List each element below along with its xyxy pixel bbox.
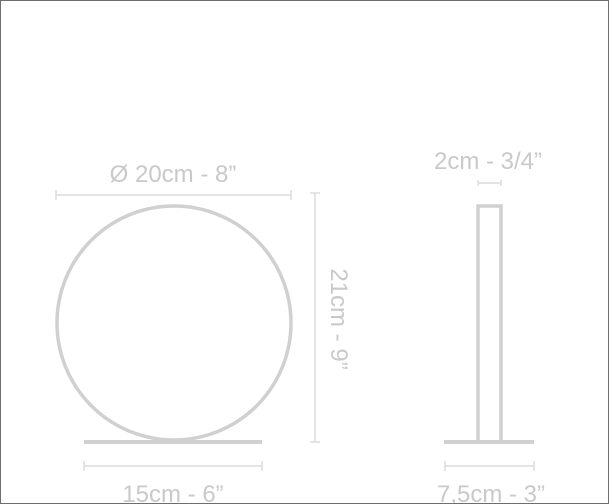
diameter-dimension-line bbox=[55, 190, 292, 200]
base-depth-label: 7,5cm - 3” bbox=[437, 481, 545, 504]
lamp-disc-outline bbox=[55, 204, 293, 442]
thickness-dimension-line bbox=[477, 180, 502, 186]
side-view bbox=[444, 204, 534, 444]
side-disc-outline bbox=[476, 204, 503, 444]
base-depth-dimension-line bbox=[444, 461, 535, 471]
diameter-label: Ø 20cm - 8” bbox=[110, 161, 237, 188]
height-label: 21cm - 9” bbox=[325, 268, 352, 369]
front-view bbox=[55, 204, 293, 444]
base-width-dimension-line bbox=[83, 461, 263, 471]
thickness-label: 2cm - 3/4” bbox=[434, 148, 542, 175]
height-dimension-line bbox=[310, 192, 320, 443]
dimension-lines bbox=[55, 180, 535, 471]
base-width-label: 15cm - 6” bbox=[122, 481, 223, 504]
